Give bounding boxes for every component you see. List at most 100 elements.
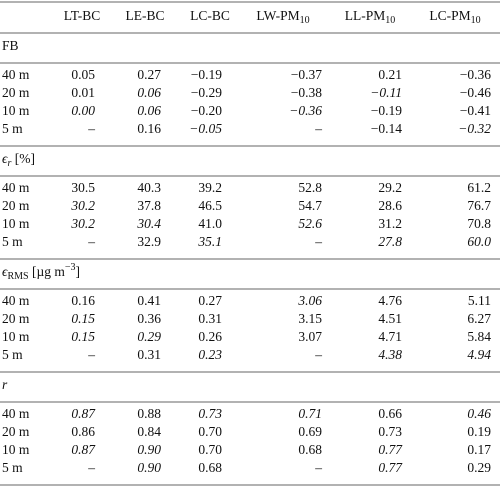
text-segment: r: [2, 377, 8, 392]
cell: 52.6: [298, 216, 322, 231]
cell: −0.05: [189, 121, 222, 136]
cell: 0.26: [198, 329, 222, 344]
cell: 35.1: [197, 234, 222, 249]
cell: 3.15: [298, 311, 322, 326]
cell: –: [314, 234, 322, 249]
cell: 0.06: [137, 103, 161, 118]
cell: 40.3: [137, 180, 161, 195]
cell: 0.31: [198, 311, 222, 326]
section-title: FB: [2, 38, 19, 53]
text-segment: ]: [76, 264, 81, 279]
cell: 0.77: [378, 442, 403, 457]
row-label: 5 m: [2, 347, 23, 362]
text-segment: 10: [385, 15, 395, 26]
cell: −0.38: [291, 85, 322, 100]
cell: 5.84: [467, 329, 491, 344]
cell: −0.19: [371, 103, 402, 118]
text-segment: LE-BC: [126, 8, 165, 23]
text-segment: FB: [2, 38, 19, 53]
cell: 39.2: [198, 180, 222, 195]
cell: 3.06: [297, 293, 322, 308]
section-title: ϵRMS [µg m−3]: [2, 262, 80, 282]
row-label: 40 m: [2, 406, 30, 421]
cell: 0.68: [298, 442, 322, 457]
text-segment: ϵ: [2, 151, 8, 166]
cell: 30.2: [70, 216, 95, 231]
cell: 0.15: [71, 329, 95, 344]
cell: 27.8: [378, 234, 402, 249]
text-segment: ϵ: [2, 264, 8, 279]
cell: 32.9: [137, 234, 161, 249]
cell: 0.87: [71, 442, 96, 457]
section-title: r: [2, 377, 8, 392]
cell: 4.71: [378, 329, 402, 344]
cell: −0.14: [371, 121, 402, 136]
cell: 0.27: [198, 293, 222, 308]
column-header: LT-BC: [64, 8, 101, 23]
cell: –: [87, 460, 95, 475]
cell: 0.23: [198, 347, 222, 362]
cell: 0.41: [137, 293, 161, 308]
column-header: LW-PM10: [256, 8, 309, 26]
cell: –: [87, 121, 95, 136]
row-label: 20 m: [2, 311, 30, 326]
cell: 0.29: [467, 460, 491, 475]
text-segment: r: [7, 158, 11, 169]
cell: 0.16: [137, 121, 161, 136]
text-segment: RMS: [7, 271, 28, 282]
cell: 61.2: [467, 180, 491, 195]
cell: 52.8: [298, 180, 322, 195]
cell: 0.17: [467, 442, 491, 457]
row-label: 20 m: [2, 424, 30, 439]
cell: 0.05: [71, 67, 95, 82]
cell: −0.46: [460, 85, 491, 100]
cell: 0.71: [298, 406, 322, 421]
cell: −0.19: [191, 67, 222, 82]
cell: 30.5: [71, 180, 95, 195]
cell: 0.77: [378, 460, 403, 475]
row-label: 40 m: [2, 180, 30, 195]
row-label: 10 m: [2, 442, 30, 457]
cell: 0.15: [71, 311, 95, 326]
cell: –: [87, 347, 95, 362]
cell: 41.0: [198, 216, 222, 231]
text-segment: −3: [65, 262, 76, 273]
cell: 4.51: [378, 311, 402, 326]
cell: 4.94: [467, 347, 491, 362]
cell: 0.01: [71, 85, 95, 100]
cell: 28.6: [378, 198, 402, 213]
cell: −0.36: [460, 67, 491, 82]
row-label: 5 m: [2, 460, 23, 475]
cell: −0.37: [291, 67, 322, 82]
text-segment: LW-PM: [256, 8, 299, 23]
cell: 29.2: [378, 180, 402, 195]
column-header: LC-PM10: [429, 8, 480, 26]
cell: 0.06: [137, 85, 161, 100]
cell: 0.88: [137, 406, 161, 421]
column-header: LE-BC: [126, 8, 165, 23]
text-segment: [%]: [11, 151, 35, 166]
text-segment: 10: [300, 15, 310, 26]
cell: 0.19: [467, 424, 491, 439]
cell: 0.87: [71, 406, 96, 421]
cell: 0.68: [198, 460, 222, 475]
cell: 0.46: [467, 406, 491, 421]
cell: 3.07: [298, 329, 322, 344]
row-label: 40 m: [2, 293, 30, 308]
row-label: 5 m: [2, 234, 23, 249]
row-label: 40 m: [2, 67, 30, 82]
text-segment: LC-BC: [190, 8, 230, 23]
text-segment: LL-PM: [345, 8, 386, 23]
text-segment: LC-PM: [429, 8, 470, 23]
cell: −0.11: [370, 85, 402, 100]
text-segment: LT-BC: [64, 8, 101, 23]
cell: −0.20: [191, 103, 222, 118]
cell: 37.8: [137, 198, 161, 213]
cell: 31.2: [378, 216, 402, 231]
cell: 0.00: [71, 103, 95, 118]
cell: 6.27: [467, 311, 491, 326]
cell: –: [314, 347, 322, 362]
column-header: LL-PM10: [345, 8, 396, 26]
cell: 46.5: [198, 198, 222, 213]
